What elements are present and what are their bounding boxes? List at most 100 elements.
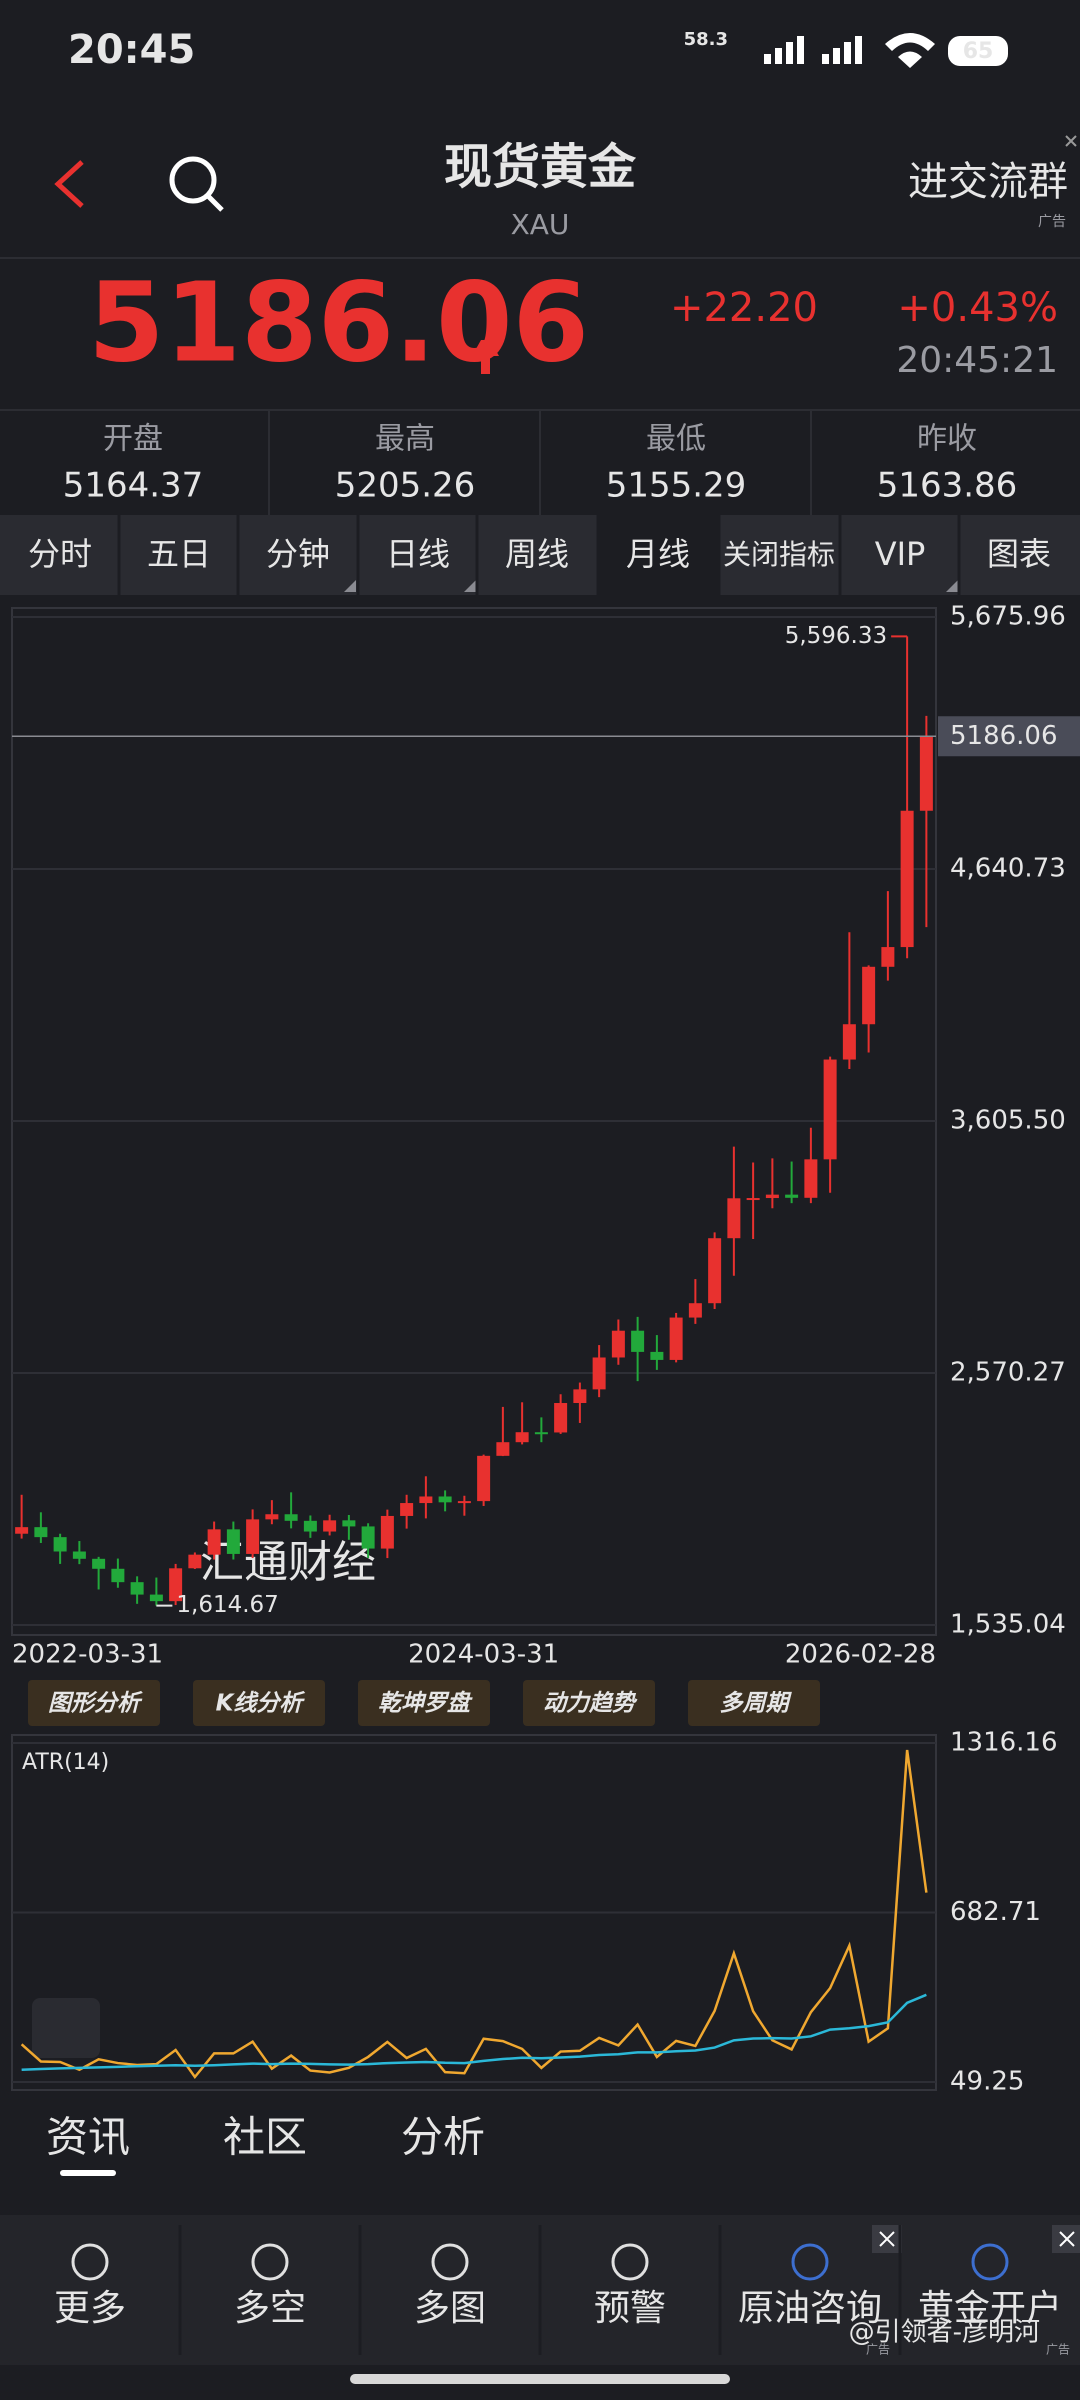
tab[interactable]: 关闭指标 <box>723 538 835 571</box>
y-tick-label: 1316.16 <box>950 1728 1058 1758</box>
stat-value: 5163.86 <box>877 466 1018 506</box>
nav-icon[interactable] <box>71 2243 109 2281</box>
last-price-label: 5186.06 <box>950 721 1058 751</box>
section-tab[interactable]: 社区 <box>223 2113 307 2162</box>
search-button[interactable] <box>169 156 224 212</box>
tab[interactable]: 图表 <box>987 535 1051 573</box>
last-price-tag <box>938 716 1080 757</box>
tab-bar <box>0 515 1080 595</box>
section-underline <box>60 2170 116 2176</box>
nav-icon[interactable] <box>791 2243 829 2281</box>
candle-body <box>534 1432 548 1435</box>
x-tick-label: 2022-03-31 <box>12 1640 163 1670</box>
section-tab[interactable]: 资讯 <box>46 2113 130 2162</box>
x-tick-label: 2024-03-31 <box>408 1640 559 1670</box>
candle-body <box>785 1194 799 1198</box>
tab[interactable]: VIP <box>875 535 926 573</box>
tab[interactable]: 日线 <box>386 535 450 573</box>
candle-body <box>92 1558 106 1569</box>
nav-ad: 广告 <box>1046 2343 1070 2357</box>
signal-icons <box>764 33 935 68</box>
candle-body <box>265 1514 279 1520</box>
tab-corner <box>344 580 356 592</box>
tool-button[interactable] <box>358 1680 490 1726</box>
tool-label: 乾坤罗盘 <box>378 1690 473 1717</box>
quote-time: 20:45:21 <box>896 340 1058 381</box>
price: 5186.06 <box>88 258 589 386</box>
stat-label: 昨收 <box>917 422 977 457</box>
candle-body <box>496 1442 510 1456</box>
tabs: 分时 五日 分钟 日线 周线 月线 关闭指标 VIP 图表 <box>28 515 1051 595</box>
atr-line <box>21 1993 927 2072</box>
tab[interactable]: 五日 <box>147 535 211 573</box>
high-label: 5,596.33 <box>785 623 887 649</box>
stat-value: 5205.26 <box>335 466 476 506</box>
candle-body <box>573 1389 587 1404</box>
nav-label[interactable]: 黄金开户 <box>918 2288 1062 2329</box>
nav-label[interactable]: 更多 <box>54 2288 126 2329</box>
tool-label: K线分析 <box>216 1691 306 1717</box>
up-arrow <box>472 340 499 374</box>
candle-body <box>188 1554 202 1569</box>
network-speed: 58.3 <box>684 29 728 50</box>
tab[interactable]: 分时 <box>28 535 92 573</box>
ad-close[interactable] <box>1065 135 1077 147</box>
fullscreen-button[interactable] <box>32 1998 100 2058</box>
change: +22.20 <box>670 285 818 331</box>
nav-icon[interactable] <box>431 2243 469 2281</box>
candle-body <box>419 1496 433 1504</box>
candle-body <box>15 1527 29 1534</box>
nav-icon[interactable] <box>611 2243 649 2281</box>
watermark: 汇通财经 <box>200 1537 376 1588</box>
nav-close-x <box>879 2231 895 2247</box>
status-time: 20:45 <box>68 27 195 73</box>
nav-close-x <box>1059 2231 1075 2247</box>
y-tick-label: 3,605.50 <box>950 1106 1066 1136</box>
nav-icon[interactable] <box>971 2243 1009 2281</box>
candle-body <box>554 1403 568 1433</box>
tab[interactable]: 周线 <box>505 535 569 573</box>
stat-label: 最低 <box>646 422 706 457</box>
nav-label[interactable]: 多空 <box>234 2288 306 2329</box>
candle-body <box>457 1501 471 1504</box>
candle-body <box>765 1194 779 1199</box>
candle-body <box>862 966 876 1025</box>
candle-body <box>130 1582 144 1595</box>
candle-body <box>34 1527 48 1538</box>
tool-button[interactable] <box>523 1680 655 1726</box>
ad-tag: 广告 <box>1038 214 1066 230</box>
y-tick-label: 1,535.04 <box>950 1610 1066 1640</box>
battery <box>948 36 1008 66</box>
candle-body <box>804 1159 818 1198</box>
group-link[interactable]: 进交流群 <box>908 159 1068 205</box>
y-tick-label: 682.71 <box>950 1897 1041 1927</box>
tab[interactable]: 月线 <box>626 535 690 573</box>
candle-body <box>400 1503 414 1516</box>
tool-button[interactable] <box>688 1680 820 1726</box>
nav-label[interactable]: 原油咨询 <box>738 2288 882 2329</box>
tool-label: 多周期 <box>720 1691 793 1717</box>
candle-body <box>284 1514 298 1521</box>
tool-button[interactable] <box>193 1680 325 1726</box>
nav-label[interactable]: 预警 <box>594 2288 666 2329</box>
candle-body <box>727 1198 741 1239</box>
nav-label[interactable]: 多图 <box>414 2288 486 2329</box>
candle-body <box>72 1551 86 1559</box>
candle-body <box>226 1529 240 1554</box>
nav-icon[interactable] <box>251 2243 289 2281</box>
tool-button[interactable] <box>28 1680 160 1726</box>
back-button[interactable] <box>54 160 84 208</box>
low-label: 1,614.67 <box>176 1592 278 1618</box>
nav-ad: 广告 <box>866 2343 890 2357</box>
section-tabs: 资讯 社区 分析 <box>46 2113 485 2176</box>
change-percent: +0.43% <box>897 285 1058 331</box>
active-tab <box>598 515 718 595</box>
atr-title: ATR(14) <box>22 1750 109 1775</box>
candle-body <box>149 1594 163 1602</box>
section-tab[interactable]: 分析 <box>401 2113 485 2162</box>
candle-body <box>169 1568 183 1602</box>
candle-body <box>688 1303 702 1318</box>
tab[interactable]: 分钟 <box>266 535 330 573</box>
